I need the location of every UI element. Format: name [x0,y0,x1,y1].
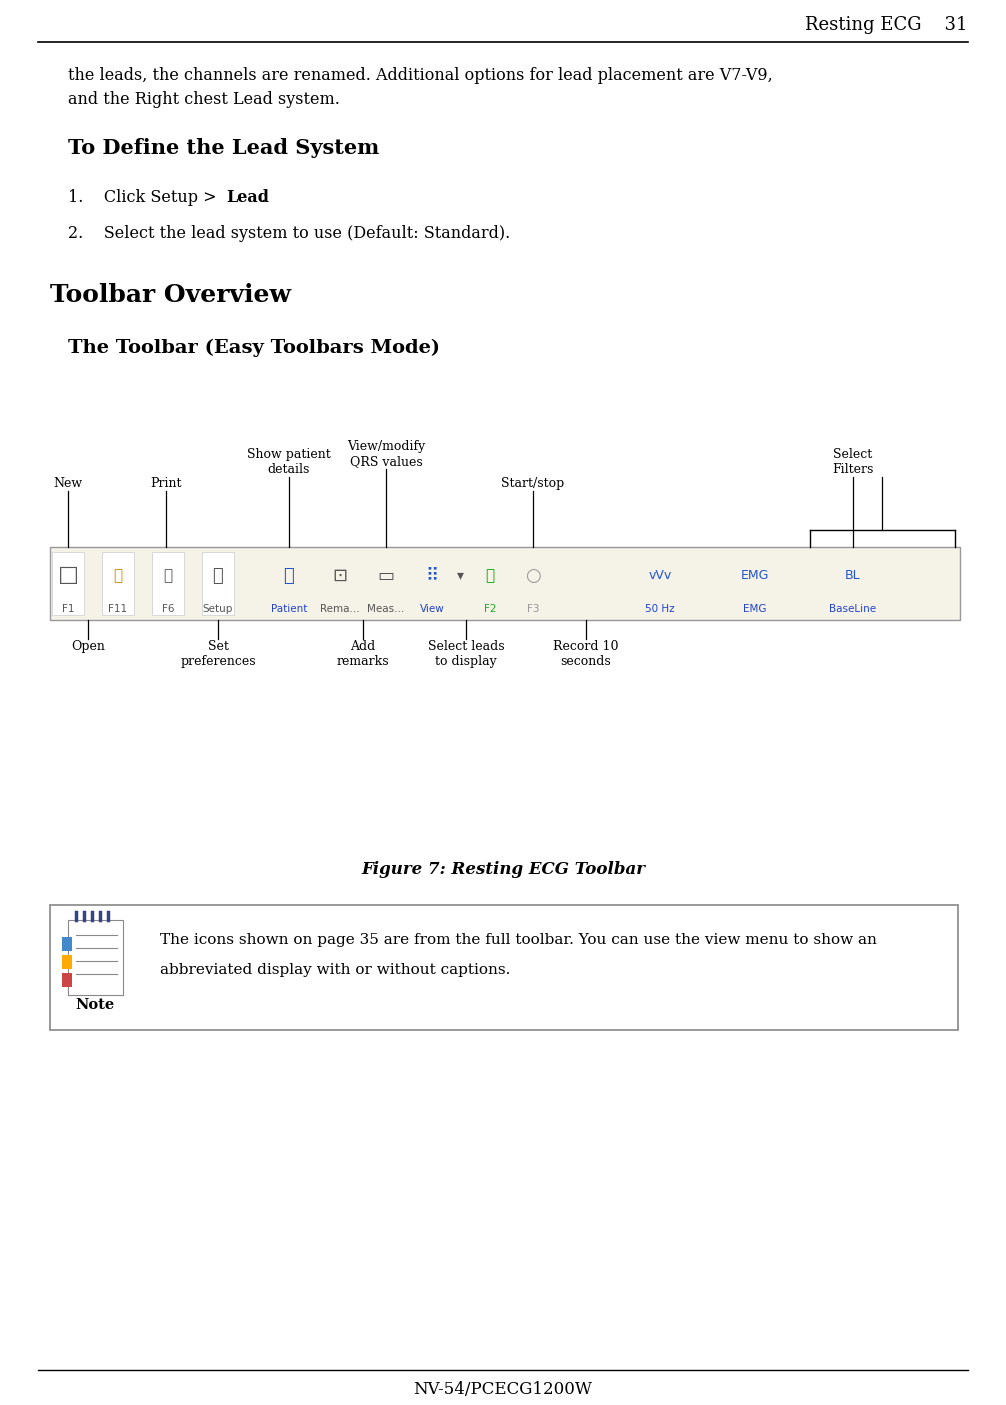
Text: Add
remarks: Add remarks [337,641,389,667]
Text: Patient: Patient [271,604,307,614]
Text: □: □ [57,565,78,586]
Text: and the Right chest Lead system.: and the Right chest Lead system. [68,91,340,108]
Text: 2.    Select the lead system to use (Default: Standard).: 2. Select the lead system to use (Defaul… [68,225,510,242]
Text: F3: F3 [527,604,539,614]
Text: 🖶: 🖶 [163,568,173,583]
Bar [62,937,72,951]
Text: New: New [53,478,82,490]
Text: Rema...: Rema... [320,604,360,614]
Text: ▾: ▾ [457,569,464,583]
Text: F6: F6 [162,604,174,614]
Text: BaseLine: BaseLine [829,604,876,614]
Text: the leads, the channels are renamed. Additional options for lead placement are V: the leads, the channels are renamed. Add… [68,66,773,83]
Text: ○: ○ [525,566,541,584]
Bar [52,552,83,615]
Text: Print: Print [150,478,182,490]
Text: Lead: Lead [226,190,269,207]
Text: 🗁: 🗁 [114,568,123,583]
Text: EMG: EMG [740,569,770,582]
Text: The icons shown on page 35 are from the full toolbar. You can use the view menu : The icons shown on page 35 are from the … [160,933,877,947]
Text: To Define the Lead System: To Define the Lead System [68,138,379,157]
Bar [202,552,234,615]
Text: ⊡: ⊡ [332,566,347,584]
Bar [50,547,960,620]
Text: 1.    Click Setup >: 1. Click Setup > [68,190,221,207]
Text: Setup: Setup [203,604,233,614]
Text: 🟢: 🟢 [486,568,495,583]
Text: 50 Hz: 50 Hz [645,604,675,614]
Bar [50,905,958,1030]
Text: Record 10
seconds: Record 10 seconds [553,641,619,667]
Bar [152,552,184,615]
Text: Resting ECG    31: Resting ECG 31 [806,15,968,34]
Text: ▭: ▭ [377,566,394,584]
Text: Start/stop: Start/stop [501,478,564,490]
Text: The Toolbar (Easy Toolbars Mode): The Toolbar (Easy Toolbars Mode) [68,339,440,357]
Text: View/modify
QRS values: View/modify QRS values [347,440,426,468]
Text: Set
preferences: Set preferences [180,641,256,667]
Text: View: View [420,604,445,614]
Bar [62,974,72,986]
Text: Open: Open [71,641,105,653]
Text: ⠿: ⠿ [426,566,439,584]
Text: 🚹: 🚹 [284,566,295,584]
Text: F2: F2 [484,604,496,614]
Text: Meas...: Meas... [367,604,404,614]
Text: abbreviated display with or without captions.: abbreviated display with or without capt… [160,962,510,976]
Text: F11: F11 [109,604,128,614]
Text: Select leads
to display: Select leads to display [428,641,504,667]
Bar [102,552,134,615]
Text: BL: BL [845,569,861,582]
Text: Note: Note [75,998,115,1012]
Text: Show patient
details: Show patient details [247,448,331,476]
Bar [68,920,123,995]
Text: EMG: EMG [743,604,767,614]
Text: vVv: vVv [649,569,672,582]
Text: ⛏: ⛏ [212,566,223,584]
Text: Toolbar Overview: Toolbar Overview [50,282,291,308]
Text: NV-54/PCECG1200W: NV-54/PCECG1200W [413,1381,593,1398]
Bar [62,955,72,969]
Text: Select
Filters: Select Filters [832,448,873,476]
Text: Figure 7: Resting ECG Toolbar: Figure 7: Resting ECG Toolbar [361,861,645,878]
Text: .: . [261,190,267,207]
Text: F1: F1 [61,604,74,614]
